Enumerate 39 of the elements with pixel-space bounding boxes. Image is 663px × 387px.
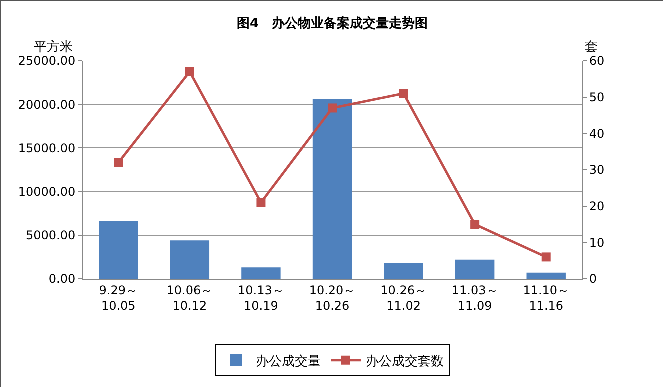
y-tick-label: 20000.00 xyxy=(18,98,76,112)
x-tick-label: 10.20～ 10.26 xyxy=(309,283,356,313)
y-tick-label: 15000.00 xyxy=(18,141,76,156)
y2-tick-label: 60 xyxy=(589,54,605,68)
y2-axis-title: 套 xyxy=(585,40,598,55)
point xyxy=(542,252,551,262)
bar xyxy=(99,221,138,279)
y2-tick-label: 50 xyxy=(589,90,605,105)
x-tick-label: 11.03～ 11.09 xyxy=(452,283,498,313)
y2-tick-label: 20 xyxy=(589,200,605,214)
x-tick-label: 10.06～ 10.12 xyxy=(166,283,214,313)
bar xyxy=(312,99,352,279)
bar xyxy=(242,268,281,279)
x-tick-label: 10.13～ 10.19 xyxy=(238,283,284,313)
y2-tick-label: 10 xyxy=(589,236,605,250)
y-tick-label: 25000.00 xyxy=(18,54,76,68)
x-tick-label: 11.10～ 11.16 xyxy=(523,283,570,313)
point xyxy=(399,89,408,98)
y2-tick-label: 40 xyxy=(589,126,605,141)
y-tick-label: 10000.00 xyxy=(18,185,76,199)
y2-tick-label: 0 xyxy=(589,272,598,286)
bar xyxy=(526,272,566,279)
chart-title: 图4 办公物业备案成交量走势图 xyxy=(236,16,428,32)
x-tick-label: 10.26～ 11.02 xyxy=(380,283,427,313)
y2-tick-label: 30 xyxy=(589,163,605,178)
legend-label: 办公成交量 xyxy=(256,353,321,370)
x-tick-label: 9.29～ 10.05 xyxy=(99,283,138,313)
bar xyxy=(455,260,495,279)
point xyxy=(256,198,266,208)
point xyxy=(114,158,124,168)
point xyxy=(470,220,480,229)
bar xyxy=(384,263,424,279)
point xyxy=(185,67,194,76)
y-axis-title: 平方米 xyxy=(34,39,73,55)
point xyxy=(328,104,337,113)
bar xyxy=(170,240,210,279)
y-tick-label: 0.00 xyxy=(48,272,76,286)
legend-label: 办公成交套数 xyxy=(366,353,444,370)
y-tick-label: 5000.00 xyxy=(26,228,76,243)
